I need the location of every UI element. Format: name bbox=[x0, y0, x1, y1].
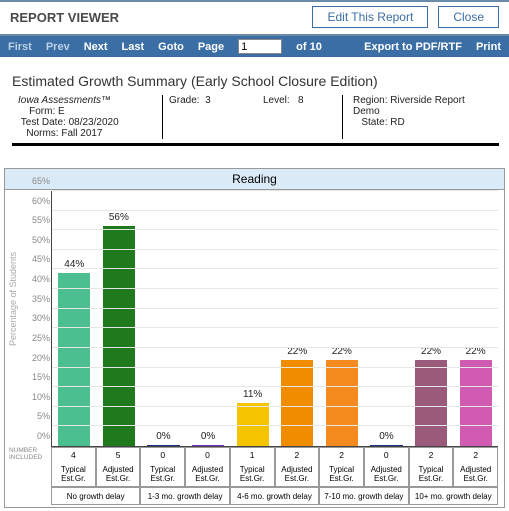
bar: 44% bbox=[58, 273, 90, 446]
bar-pct-label: 11% bbox=[237, 389, 269, 400]
nav-first: First bbox=[8, 41, 32, 53]
number-included-cell: 0 bbox=[140, 448, 185, 463]
y-tick: 5% bbox=[24, 411, 50, 421]
edit-report-button[interactable]: Edit This Report bbox=[312, 6, 428, 28]
category-cell: AdjustedEst.Gr. bbox=[275, 463, 320, 486]
group-cell: 10+ mo. growth delay bbox=[409, 488, 498, 504]
y-axis-label: Percentage of Students bbox=[8, 252, 18, 346]
y-tick: 60% bbox=[24, 196, 50, 206]
category-cell: AdjustedEst.Gr. bbox=[185, 463, 230, 486]
y-tick: 35% bbox=[24, 294, 50, 304]
number-included-cell: 2 bbox=[409, 448, 454, 463]
y-tick: 40% bbox=[24, 274, 50, 284]
y-tick: 50% bbox=[24, 235, 50, 245]
bar: 22% bbox=[415, 360, 447, 446]
nav-page-label: Page bbox=[198, 41, 224, 53]
nav-page-total: of 10 bbox=[296, 41, 322, 53]
nav-next[interactable]: Next bbox=[84, 41, 108, 53]
category-cell: TypicalEst.Gr. bbox=[409, 463, 454, 486]
y-tick: 45% bbox=[24, 254, 50, 264]
bar-pct-label: 0% bbox=[147, 431, 179, 442]
plot-area: 44%56%0%0%11%22%22%0%22%22% 0%5%10%15%20… bbox=[51, 191, 498, 447]
bar: 56% bbox=[103, 226, 135, 446]
number-included-cell: 4 bbox=[51, 448, 96, 463]
norms-line: Norms: Fall 2017 bbox=[18, 128, 156, 139]
number-included-cell: 5 bbox=[96, 448, 141, 463]
testdate-line: Test Date: 08/23/2020 bbox=[18, 117, 156, 128]
nav-last[interactable]: Last bbox=[122, 41, 145, 53]
category-cell: TypicalEst.Gr. bbox=[140, 463, 185, 486]
y-tick: 0% bbox=[24, 431, 50, 441]
bar: 0% bbox=[370, 445, 402, 446]
category-cell: TypicalEst.Gr. bbox=[319, 463, 364, 486]
close-button[interactable]: Close bbox=[438, 6, 499, 28]
group-cell: No growth delay bbox=[51, 488, 140, 504]
x-axis: NUMBERINCLUDED 4500122022 TypicalEst.Gr.… bbox=[51, 447, 498, 507]
category-cell: AdjustedEst.Gr. bbox=[364, 463, 409, 486]
number-included-cell: 1 bbox=[230, 448, 275, 463]
bar: 22% bbox=[326, 360, 358, 446]
report-title: Estimated Growth Summary (Early School C… bbox=[12, 73, 499, 89]
header-bar: REPORT VIEWER Edit This Report Close bbox=[0, 0, 509, 36]
group-cell: 1-3 mo. growth delay bbox=[140, 488, 229, 504]
nav-export[interactable]: Export to PDF/RTF bbox=[364, 41, 462, 53]
category-cell: AdjustedEst.Gr. bbox=[453, 463, 498, 486]
y-tick: 55% bbox=[24, 215, 50, 225]
group-cell: 4-6 mo. growth delay bbox=[230, 488, 319, 504]
chart-title: Reading bbox=[5, 169, 504, 190]
bar: 0% bbox=[192, 445, 224, 446]
number-included-cell: 2 bbox=[275, 448, 320, 463]
category-cell: AdjustedEst.Gr. bbox=[96, 463, 141, 486]
number-included-cell: 0 bbox=[185, 448, 230, 463]
y-tick: 25% bbox=[24, 333, 50, 343]
nav-prev: Prev bbox=[46, 41, 70, 53]
category-cell: TypicalEst.Gr. bbox=[51, 463, 96, 486]
level-line: Level: 8 bbox=[263, 95, 336, 106]
app-title: REPORT VIEWER bbox=[10, 10, 119, 25]
report-info: Estimated Growth Summary (Early School C… bbox=[0, 57, 509, 152]
bar: 22% bbox=[281, 360, 313, 446]
chart-container: Reading Percentage of Students 44% 56% 0% 0… bbox=[4, 168, 505, 508]
bar-pct-label: 56% bbox=[103, 212, 135, 223]
nav-print[interactable]: Print bbox=[476, 41, 501, 53]
bar-pct-label: 0% bbox=[192, 431, 224, 442]
number-included-cell: 0 bbox=[364, 448, 409, 463]
y-tick: 30% bbox=[24, 313, 50, 323]
grade-line: Grade: 3 bbox=[169, 95, 251, 106]
y-tick: 20% bbox=[24, 353, 50, 363]
region-line: Region: Riverside Report Demo bbox=[353, 95, 493, 117]
group-cell: 7-10 mo. growth delay bbox=[319, 488, 408, 504]
bar-pct-label: 0% bbox=[370, 431, 402, 442]
form-line: Form: E bbox=[18, 106, 156, 117]
pager-navbar: First Prev Next Last Goto Page of 10 Exp… bbox=[0, 36, 509, 57]
number-included-cell: 2 bbox=[319, 448, 364, 463]
y-tick: 10% bbox=[24, 392, 50, 402]
state-line: State: RD bbox=[353, 117, 493, 128]
nav-goto[interactable]: Goto bbox=[158, 41, 184, 53]
bar: 22% bbox=[460, 360, 492, 446]
number-included-label: NUMBERINCLUDED bbox=[9, 447, 42, 461]
y-tick: 15% bbox=[24, 372, 50, 382]
page-input[interactable] bbox=[238, 39, 282, 54]
category-cell: TypicalEst.Gr. bbox=[230, 463, 275, 486]
bar: 0% bbox=[147, 445, 179, 446]
report-viewer: REPORT VIEWER Edit This Report Close Fir… bbox=[0, 0, 509, 508]
y-tick: 65% bbox=[24, 176, 50, 186]
number-included-cell: 2 bbox=[453, 448, 498, 463]
assessment-name: Iowa Assessments™ bbox=[18, 95, 156, 106]
